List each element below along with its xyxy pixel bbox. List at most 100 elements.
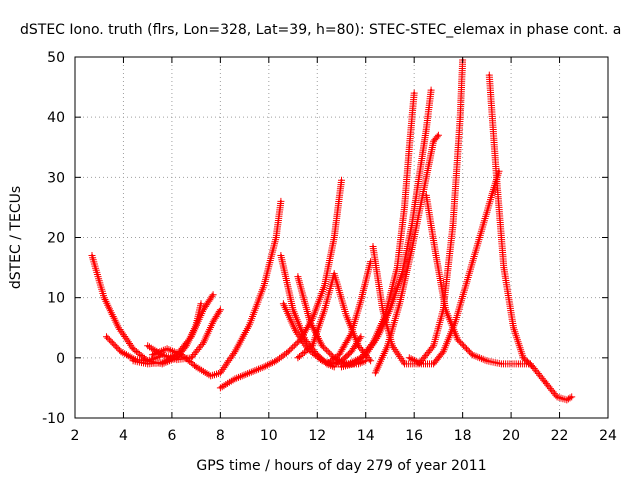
x-tick-label: 16 <box>405 428 423 444</box>
data-point <box>262 365 266 369</box>
series-12 <box>333 89 418 368</box>
data-point <box>425 194 428 197</box>
data-point <box>219 308 222 311</box>
data-point <box>219 371 222 375</box>
x-tick-label: 6 <box>167 428 176 444</box>
data-point <box>349 350 353 354</box>
data-point <box>403 206 406 209</box>
data-point <box>211 320 215 323</box>
data-point <box>357 344 360 347</box>
data-point <box>296 275 300 278</box>
data-point <box>565 398 569 402</box>
data-point <box>429 88 433 92</box>
data-point <box>333 272 336 275</box>
data-point <box>495 176 498 179</box>
data-point <box>180 353 183 357</box>
y-tick-label: -10 <box>42 411 65 427</box>
series-16 <box>405 167 503 368</box>
data-point <box>422 188 426 191</box>
data-point <box>337 353 341 357</box>
data-point <box>146 362 149 366</box>
data-point <box>408 146 411 149</box>
data-point <box>199 302 203 305</box>
data-point <box>102 296 106 299</box>
data-point <box>345 314 348 317</box>
data-point <box>190 356 193 360</box>
chart-title: dSTEC Iono. truth (flrs, Lon=328, Lat=39… <box>20 22 621 38</box>
data-point <box>403 362 406 366</box>
data-point <box>194 365 198 369</box>
data-point <box>434 254 438 257</box>
data-point <box>219 386 222 390</box>
data-point <box>512 326 515 329</box>
data-point <box>432 344 435 347</box>
data-point <box>161 361 164 364</box>
data-point <box>408 356 411 360</box>
data-point <box>531 365 535 369</box>
data-point <box>374 371 377 375</box>
data-point <box>308 320 312 323</box>
data-point <box>274 236 278 239</box>
data-point <box>500 362 503 366</box>
series-10 <box>294 270 375 365</box>
x-tick-label: 20 <box>502 428 520 444</box>
x-tick-label: 14 <box>357 428 375 444</box>
data-point <box>425 128 428 131</box>
series-17 <box>422 191 534 368</box>
data-point <box>340 179 343 182</box>
x-tick-label: 10 <box>260 428 278 444</box>
y-tick-label: 20 <box>47 231 65 247</box>
data-point <box>274 359 278 363</box>
data-point <box>442 350 445 354</box>
data-point <box>209 374 212 378</box>
data-point <box>417 176 421 179</box>
data-point <box>294 329 297 332</box>
data-point <box>287 350 290 354</box>
data-point <box>291 308 295 311</box>
data-point <box>340 365 343 369</box>
data-point <box>233 350 237 354</box>
data-point <box>333 236 336 239</box>
data-point <box>211 293 215 296</box>
series-3 <box>129 291 217 368</box>
data-point <box>320 359 324 363</box>
x-tick-label: 4 <box>119 428 128 444</box>
data-point <box>296 356 300 360</box>
data-point <box>262 284 266 287</box>
data-point <box>471 353 474 357</box>
x-tick-label: 22 <box>551 428 569 444</box>
series-13 <box>338 86 435 371</box>
y-axis-label: dSTEC / TECUs <box>8 186 24 289</box>
data-point <box>369 260 372 263</box>
data-point <box>459 115 462 119</box>
data-point <box>410 224 413 227</box>
data-point <box>410 248 413 251</box>
x-tick-label: 12 <box>308 428 326 444</box>
series-markers <box>333 89 418 368</box>
data-point <box>320 344 324 347</box>
data-point <box>202 341 205 344</box>
data-point <box>349 332 353 335</box>
data-point <box>517 362 520 366</box>
y-tick-label: 40 <box>47 110 65 126</box>
data-point <box>282 302 285 305</box>
x-axis-label: GPS time / hours of day 279 of year 2011 <box>196 458 486 474</box>
x-tick-label: 8 <box>216 428 225 444</box>
data-point <box>131 359 135 363</box>
data-point <box>444 308 447 311</box>
data-point <box>311 344 314 347</box>
data-point <box>432 140 435 143</box>
data-point <box>279 254 283 257</box>
data-point <box>376 335 380 338</box>
data-point <box>151 353 154 357</box>
data-point <box>381 308 384 311</box>
data-point <box>359 299 363 302</box>
data-point <box>248 371 251 375</box>
series-5 <box>149 197 285 380</box>
data-point <box>279 200 283 203</box>
data-point <box>432 362 435 366</box>
data-point <box>233 377 237 381</box>
x-tick-label: 24 <box>599 428 617 444</box>
